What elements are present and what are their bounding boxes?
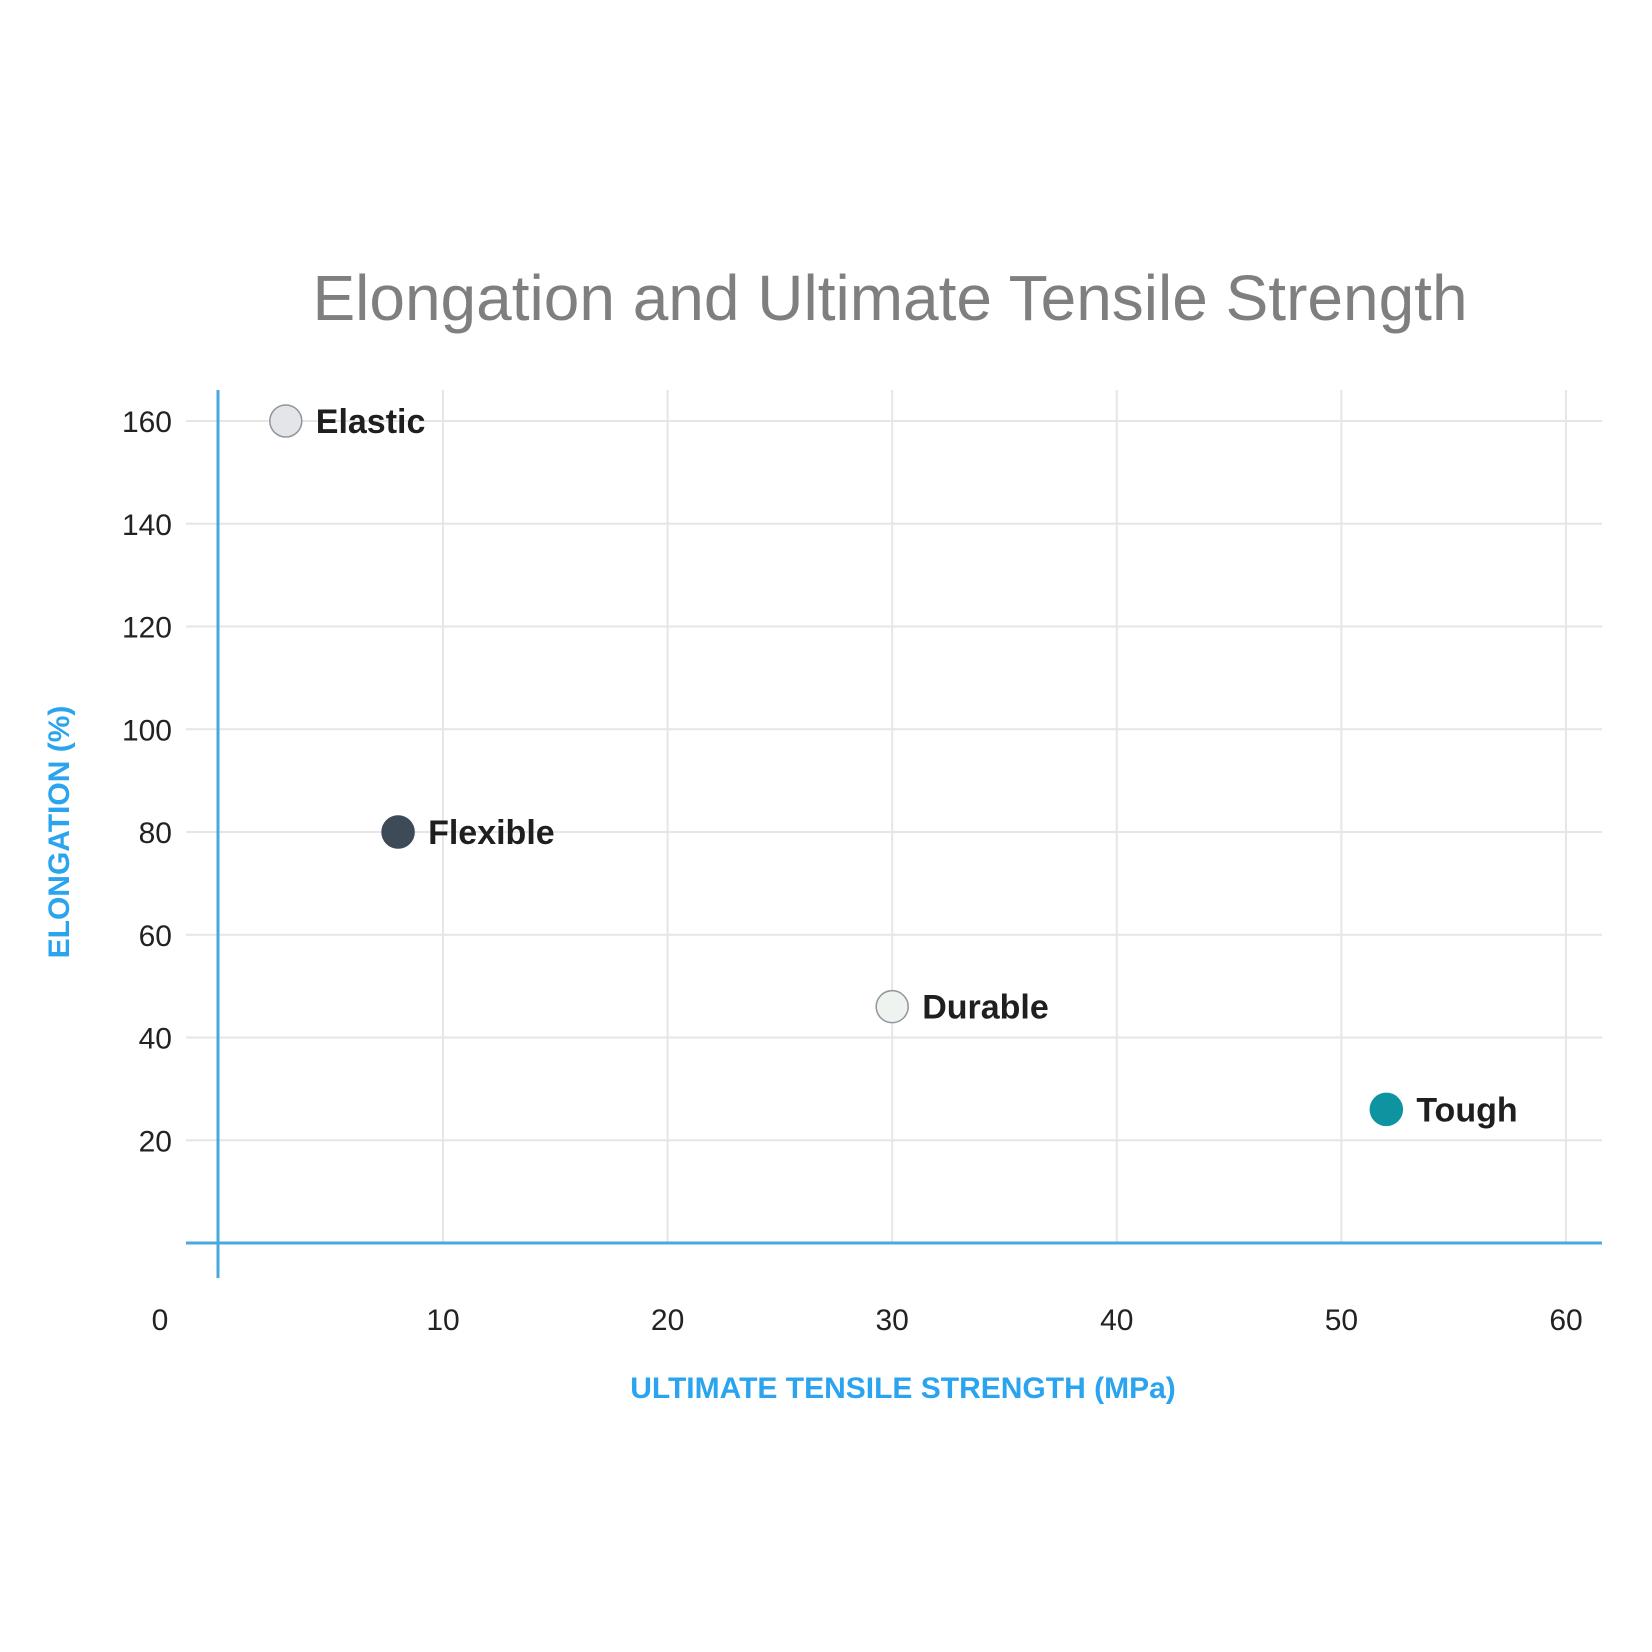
chart-title: Elongation and Ultimate Tensile Strength — [312, 262, 1467, 334]
y-tick-label: 20 — [139, 1125, 172, 1158]
x-tick-label: 0 — [152, 1304, 169, 1337]
y-tick-label: 160 — [122, 406, 172, 439]
x-axis-label: ULTIMATE TENSILE STRENGTH (MPa) — [630, 1372, 1176, 1405]
y-tick-label: 100 — [122, 714, 172, 747]
x-tick-label: 50 — [1325, 1304, 1358, 1337]
y-axis-label: ELONGATION (%) — [43, 706, 76, 959]
data-points: Elastic Flexible Durable Tough — [269, 403, 1518, 1129]
x-tick-label: 10 — [426, 1304, 459, 1337]
axes — [186, 390, 1602, 1278]
y-tick-label: 80 — [139, 817, 172, 850]
x-tick-label: 30 — [876, 1304, 909, 1337]
y-tick-label: 120 — [122, 612, 172, 645]
y-tick-label: 40 — [139, 1023, 172, 1056]
y-tick-label: 60 — [139, 920, 172, 953]
data-point-flexible — [381, 815, 415, 849]
data-point-tough — [1369, 1092, 1404, 1127]
y-tick-label: 140 — [122, 509, 172, 542]
grid-lines — [186, 390, 1602, 1243]
x-axis-ticks: 0 10 20 30 40 50 60 — [152, 1304, 1583, 1337]
y-axis-ticks: 20 40 60 80 100 120 140 160 — [122, 406, 172, 1158]
x-tick-label: 60 — [1549, 1304, 1582, 1337]
x-tick-label: 20 — [651, 1304, 684, 1337]
x-tick-label: 40 — [1100, 1304, 1133, 1337]
data-label-elastic: Elastic — [316, 403, 426, 441]
data-point-durable — [875, 989, 909, 1024]
data-label-tough: Tough — [1416, 1091, 1517, 1129]
data-label-durable: Durable — [922, 989, 1049, 1027]
data-label-flexible: Flexible — [428, 814, 555, 852]
data-point-elastic — [269, 404, 303, 438]
